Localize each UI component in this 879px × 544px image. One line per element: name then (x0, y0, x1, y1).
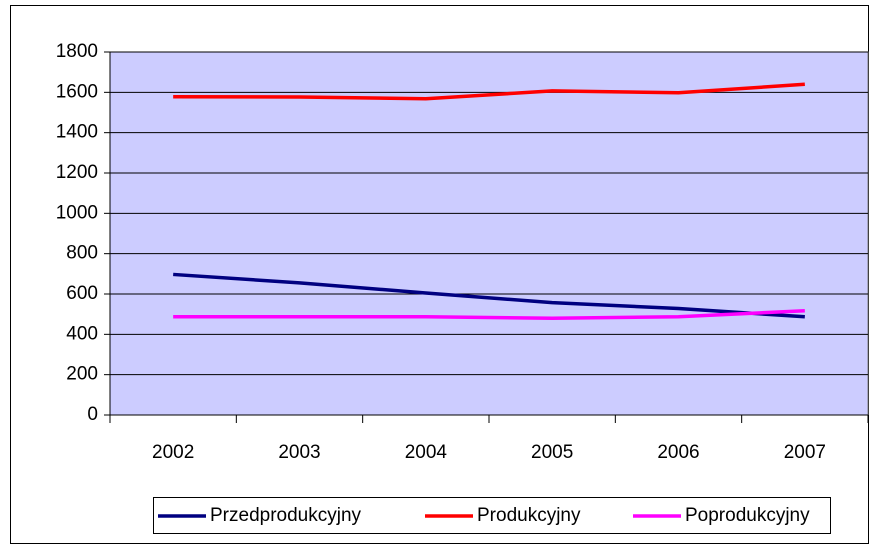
legend-label: Poprodukcyjny (685, 505, 810, 526)
y-tick-label: 1000 (56, 202, 98, 223)
y-tick-label: 800 (66, 243, 98, 264)
y-tick-label: 1600 (56, 81, 98, 102)
y-tick-label: 200 (66, 364, 98, 385)
series-line (173, 272, 805, 319)
x-tick-label: 2003 (278, 442, 320, 463)
plot-area (109, 51, 869, 416)
legend-box (153, 497, 831, 534)
y-tick-label: 1200 (56, 162, 98, 183)
y-tick-label: 1400 (56, 122, 98, 143)
x-tick-label: 2004 (405, 442, 448, 463)
legend-label: Przedprodukcyjny (210, 505, 362, 526)
series-line (173, 82, 805, 101)
x-tick-label: 2007 (784, 442, 826, 463)
x-tick-label: 2006 (657, 442, 699, 463)
y-tick-label: 0 (87, 404, 98, 425)
y-tick-label: 600 (66, 283, 98, 304)
x-tick-label: 2005 (531, 442, 573, 463)
x-tick-label: 2002 (152, 442, 194, 463)
y-tick-label: 1800 (56, 41, 98, 62)
series-line (173, 308, 805, 320)
legend-label: Produkcyjny (477, 505, 581, 526)
y-tick-label: 400 (66, 323, 98, 344)
